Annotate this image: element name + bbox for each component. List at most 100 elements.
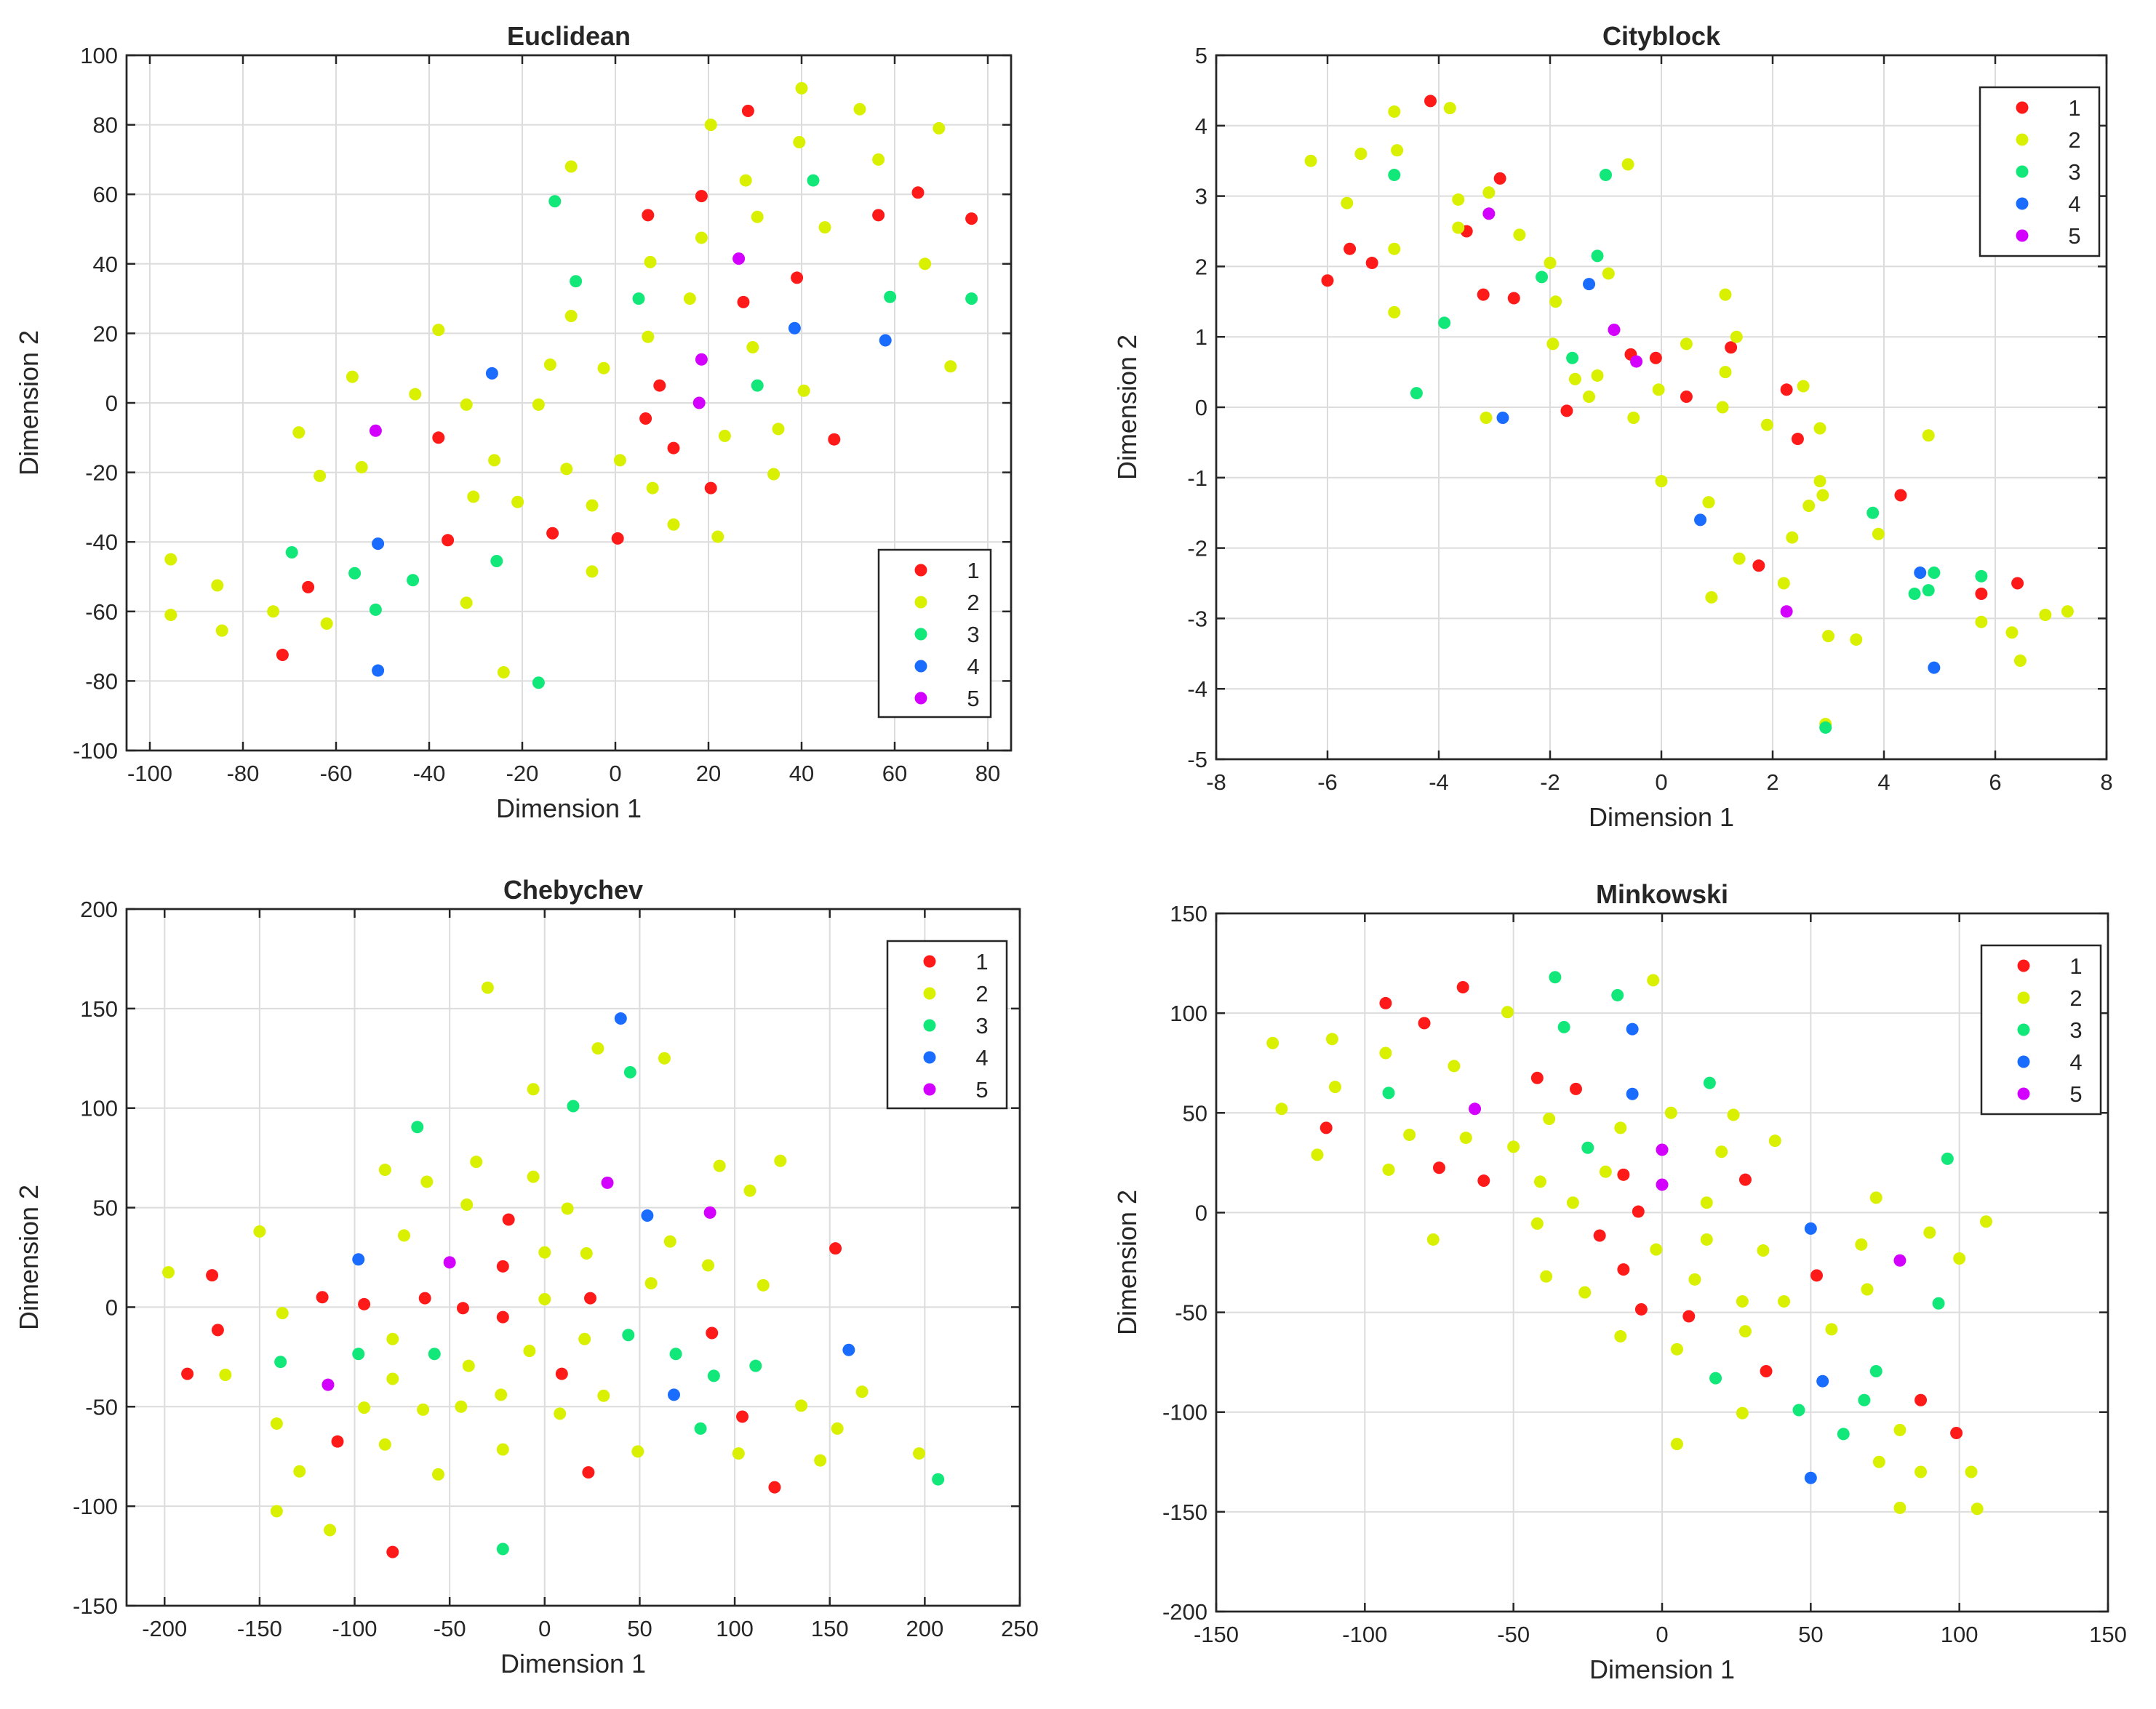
y-tick-label: 100 xyxy=(1170,1001,1207,1026)
data-point xyxy=(739,174,752,187)
x-tick-label: 2 xyxy=(1766,769,1778,795)
data-point xyxy=(456,1302,469,1315)
data-point xyxy=(1424,95,1437,108)
data-point xyxy=(1816,1374,1829,1388)
data-point xyxy=(818,221,831,234)
series-2 xyxy=(164,81,957,679)
data-point xyxy=(1321,274,1334,287)
legend-box xyxy=(877,548,992,719)
data-point xyxy=(561,1202,574,1215)
data-point xyxy=(369,424,382,437)
data-point xyxy=(1893,1501,1907,1514)
data-point xyxy=(555,1367,568,1380)
data-point xyxy=(1410,387,1423,400)
y-tick-label: 60 xyxy=(93,182,118,207)
data-point xyxy=(1448,1060,1461,1073)
data-point xyxy=(732,252,746,265)
data-point xyxy=(791,271,804,284)
data-point xyxy=(667,518,680,531)
y-tick-label: 3 xyxy=(1195,184,1207,209)
data-point xyxy=(355,460,368,473)
y-tick-label: 20 xyxy=(93,321,118,346)
legend: 1 2 3 4 5 xyxy=(1979,86,2101,257)
y-tick-label: -1 xyxy=(1187,465,1207,491)
y-tick-label: 4 xyxy=(1195,113,1207,139)
y-tick-label: -40 xyxy=(85,529,118,555)
data-point xyxy=(911,186,925,199)
legend-box xyxy=(886,940,1008,1110)
series-3 xyxy=(1388,169,1988,734)
data-point xyxy=(597,361,610,375)
data-point xyxy=(485,367,498,380)
data-point xyxy=(1626,1087,1639,1100)
data-point xyxy=(511,495,524,508)
x-axis-label: Dimension 1 xyxy=(500,1649,646,1678)
data-point xyxy=(1540,1270,1553,1283)
data-point xyxy=(965,292,978,305)
x-tick-label: 150 xyxy=(2089,1622,2127,1647)
x-tick-label: -4 xyxy=(1429,769,1449,795)
data-point xyxy=(420,1175,434,1188)
data-point xyxy=(181,1367,194,1380)
legend-marker xyxy=(914,628,927,641)
data-point xyxy=(527,1083,540,1096)
data-point xyxy=(1507,292,1520,305)
y-tick-label: 150 xyxy=(80,996,118,1022)
data-point xyxy=(1950,1427,1963,1440)
data-point xyxy=(694,1422,707,1435)
legend-label: 2 xyxy=(2069,985,2082,1011)
data-point xyxy=(1578,1286,1592,1299)
data-point xyxy=(1566,1196,1579,1209)
data-point xyxy=(1649,351,1662,364)
data-point xyxy=(611,532,624,545)
data-point xyxy=(642,209,655,222)
data-point xyxy=(695,190,708,203)
data-point xyxy=(1703,1076,1716,1089)
y-tick-label: -200 xyxy=(1162,1599,1207,1625)
data-point xyxy=(1780,605,1793,618)
data-point xyxy=(1922,429,1935,442)
data-point xyxy=(460,1198,474,1211)
data-point xyxy=(1979,1215,1992,1228)
data-point xyxy=(495,1388,508,1401)
data-point xyxy=(1700,1233,1713,1246)
data-point xyxy=(462,1359,475,1372)
data-point xyxy=(623,1065,636,1078)
data-point xyxy=(1379,1046,1392,1060)
data-point xyxy=(1777,577,1790,590)
data-point xyxy=(613,454,626,467)
data-point xyxy=(481,981,494,994)
data-point xyxy=(644,255,657,268)
data-point xyxy=(1452,221,1465,234)
x-tick-label: 0 xyxy=(1655,769,1667,795)
data-point xyxy=(1456,980,1469,993)
data-point xyxy=(1757,1244,1770,1257)
data-point xyxy=(1816,489,1829,502)
data-point xyxy=(1778,1294,1791,1308)
data-point xyxy=(795,81,808,95)
data-point xyxy=(564,160,578,173)
data-point xyxy=(591,1042,604,1055)
data-point xyxy=(831,1422,844,1435)
data-point xyxy=(1568,372,1581,385)
data-point xyxy=(1837,1428,1850,1441)
y-tick-label: -20 xyxy=(85,460,118,486)
y-tick-label: 100 xyxy=(80,1096,118,1121)
legend-label: 5 xyxy=(2069,1081,2082,1107)
data-point xyxy=(358,1297,371,1310)
data-point xyxy=(570,275,583,288)
data-point xyxy=(853,103,866,116)
data-point xyxy=(582,1466,595,1479)
legend-label: 5 xyxy=(2068,223,2080,249)
data-point xyxy=(1388,105,1401,118)
data-point xyxy=(1557,1020,1570,1033)
legend-marker xyxy=(2016,101,2029,114)
data-point xyxy=(161,1266,175,1279)
data-point xyxy=(1617,1263,1630,1276)
data-point xyxy=(1482,207,1496,220)
data-point xyxy=(397,1229,410,1242)
data-point xyxy=(358,1401,371,1414)
data-point xyxy=(2011,577,2024,590)
legend-label: 5 xyxy=(967,686,979,711)
x-tick-label: -100 xyxy=(127,761,172,786)
